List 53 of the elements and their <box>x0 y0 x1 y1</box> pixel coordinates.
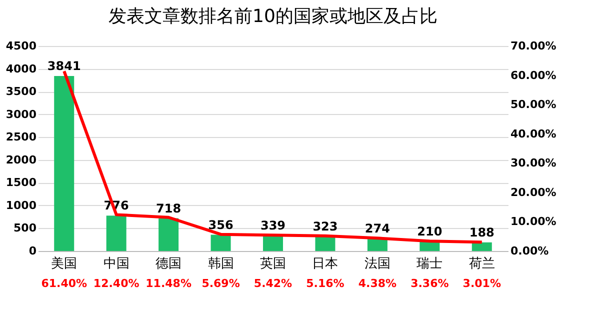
bar <box>263 236 283 251</box>
data-label: 3.36% <box>410 277 449 290</box>
data-label: 339 <box>260 218 286 233</box>
data-label: 210 <box>417 224 442 238</box>
y-tick-label: 4000 <box>6 62 37 76</box>
bar <box>54 76 74 251</box>
y-tick-label: 2500 <box>6 130 37 144</box>
chart-title: 发表文章数排名前10的国家或地区及占比 <box>108 6 438 27</box>
data-label: 3.01% <box>462 277 501 290</box>
x-tick-label: 法国 <box>364 256 390 272</box>
x-tick-label: 英国 <box>260 256 286 272</box>
data-label: 188 <box>469 225 494 240</box>
data-label: 61.40% <box>41 277 88 290</box>
data-label: 11.48% <box>146 277 192 290</box>
y-tick-label: 3000 <box>6 108 37 121</box>
bar <box>367 238 388 251</box>
data-label: 274 <box>364 222 390 236</box>
x-tick-label: 中国 <box>103 256 130 272</box>
data-label: 323 <box>312 219 338 234</box>
y2-tick-label: 20.00% <box>510 186 556 199</box>
y2-tick-label: 70.00% <box>510 40 556 52</box>
data-label: 718 <box>156 201 182 216</box>
y-tick-label: 2000 <box>6 153 37 166</box>
y-tick-label: 1000 <box>6 198 37 212</box>
y2-tick-label: 60.00% <box>510 68 556 82</box>
y-tick-label: 0 <box>28 244 37 258</box>
x-tick-label: 美国 <box>51 256 78 272</box>
bar <box>106 216 126 251</box>
bar <box>315 236 336 251</box>
y2-tick-label: 0.00% <box>510 244 549 258</box>
bar <box>210 234 231 251</box>
y2-tick-label: 40.00% <box>510 127 556 140</box>
y2-tick-label: 50.00% <box>510 98 556 112</box>
y-tick-label: 1500 <box>6 176 37 190</box>
bar <box>472 242 492 251</box>
y-tick-label: 500 <box>14 222 37 235</box>
x-tick-label: 瑞士 <box>416 256 443 272</box>
y2-tick-label: 30.00% <box>510 156 556 170</box>
data-label: 3841 <box>47 59 81 74</box>
x-tick-label: 德国 <box>156 256 182 272</box>
x-tick-label: 日本 <box>312 256 338 272</box>
x-tick-label: 韩国 <box>208 256 234 272</box>
data-label: 5.69% <box>202 277 240 290</box>
y-tick-label: 3500 <box>6 85 37 98</box>
y2-tick-label: 10.00% <box>510 215 556 228</box>
data-label: 4.38% <box>358 277 397 290</box>
bar <box>158 218 179 251</box>
data-label: 12.40% <box>93 277 140 290</box>
x-tick-label: 荷兰 <box>468 256 495 272</box>
data-label: 5.42% <box>254 277 292 290</box>
data-label: 5.16% <box>306 277 344 290</box>
y-tick-label: 4500 <box>6 40 37 52</box>
data-label: 356 <box>208 218 234 232</box>
